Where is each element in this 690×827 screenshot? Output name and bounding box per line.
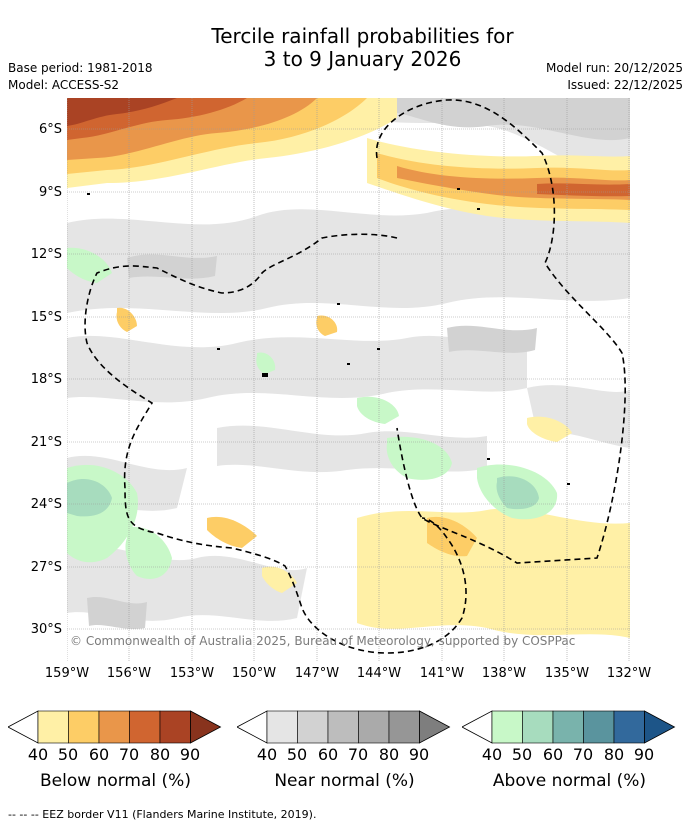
x-tick-label: 153°W — [169, 666, 215, 681]
below-normal-field — [67, 98, 630, 638]
y-tick-label: 30°S — [30, 622, 62, 637]
y-tick-label: 15°S — [30, 310, 62, 325]
eez-footnote: -- -- -- EEZ border V11 (Flanders Marine… — [8, 808, 317, 821]
colorbar-title-above: Above normal (%) — [492, 771, 647, 791]
x-tick-label: 147°W — [294, 666, 340, 681]
colorbar-segment — [522, 710, 554, 744]
map-title-line1: Tercile rainfall probabilities for — [211, 24, 514, 48]
colorbar-segment — [159, 710, 191, 744]
issued-label: Issued: 22/12/2025 — [567, 78, 683, 92]
colorbar-tick: 40 — [27, 745, 49, 764]
colorbar-extend-low — [8, 710, 39, 744]
y-tick-label: 24°S — [30, 497, 62, 512]
eez-border — [84, 99, 626, 654]
colorbar-tick: 80 — [378, 745, 400, 764]
colorbar-tick: 60 — [542, 745, 564, 764]
y-tick-label: 18°S — [30, 372, 62, 387]
colorbar-title-near: Near normal (%) — [274, 771, 415, 791]
colorbar-segment — [491, 710, 523, 744]
map-title-line2: 3 to 9 January 2026 — [263, 47, 462, 71]
copyright-credit: © Commonwealth of Australia 2025, Bureau… — [70, 634, 576, 648]
x-tick-label: 156°W — [106, 666, 152, 681]
near-normal-field-50 — [87, 98, 630, 629]
above-normal-field — [67, 247, 558, 579]
y-tick-label: 6°S — [38, 122, 62, 137]
colorbar-extend-high — [419, 710, 451, 744]
x-tick-label: 144°W — [356, 666, 402, 681]
x-tick-label: 141°W — [419, 666, 465, 681]
y-tick-label: 27°S — [30, 560, 62, 575]
colorbar-extend-high — [644, 710, 676, 744]
colorbar-tick: 50 — [57, 745, 79, 764]
colorbar-tick: 60 — [88, 745, 110, 764]
x-tick-label: 132°W — [606, 666, 652, 681]
colorbar-tick: 70 — [118, 745, 140, 764]
y-tick-label: 9°S — [38, 185, 62, 200]
colorbar-segment — [98, 710, 130, 744]
colorbar-tick: 40 — [481, 745, 503, 764]
x-tick-label: 138°W — [481, 666, 527, 681]
colorbar-extend-high — [190, 710, 222, 744]
x-tick-label: 159°W — [44, 666, 90, 681]
colorbar-segment — [68, 710, 100, 744]
colorbar-segment — [613, 710, 645, 744]
colorbar-segment — [358, 710, 390, 744]
colorbar-tick: 90 — [633, 745, 655, 764]
x-tick-label: 150°W — [231, 666, 277, 681]
colorbar-title-below: Below normal (%) — [40, 771, 191, 791]
colorbar-tick: 90 — [179, 745, 201, 764]
colorbar-near-normal — [237, 710, 451, 744]
colorbar-extend-low — [237, 710, 268, 744]
colorbar-tick: 90 — [408, 745, 430, 764]
model-run-label: Model run: 20/12/2025 — [545, 61, 683, 75]
y-tick-label: 21°S — [30, 435, 62, 450]
colorbar-segment — [297, 710, 329, 744]
colorbar-segment — [583, 710, 615, 744]
colorbar-segment — [37, 710, 69, 744]
colorbar-segment — [266, 710, 298, 744]
x-tick-label: 135°W — [544, 666, 590, 681]
colorbar-segment — [129, 710, 161, 744]
colorbar-tick: 80 — [603, 745, 625, 764]
model-label: Model: ACCESS-S2 — [8, 78, 120, 92]
colorbar-tick: 50 — [286, 745, 308, 764]
islands — [87, 188, 570, 485]
colorbar-tick: 50 — [511, 745, 533, 764]
colorbar-tick: 70 — [572, 745, 594, 764]
colorbar-extend-low — [462, 710, 493, 744]
colorbar-tick: 70 — [347, 745, 369, 764]
colorbar-above-normal — [462, 710, 676, 744]
rainfall-probability-map — [67, 98, 630, 661]
colorbar-tick: 60 — [317, 745, 339, 764]
colorbar-segment — [552, 710, 584, 744]
colorbar-segment — [388, 710, 420, 744]
colorbar-tick: 40 — [256, 745, 278, 764]
base-period-label: Base period: 1981-2018 — [8, 61, 153, 75]
colorbar-below-normal — [8, 710, 222, 744]
colorbar-tick: 80 — [149, 745, 171, 764]
colorbar-segment — [327, 710, 359, 744]
y-tick-label: 12°S — [30, 247, 62, 262]
